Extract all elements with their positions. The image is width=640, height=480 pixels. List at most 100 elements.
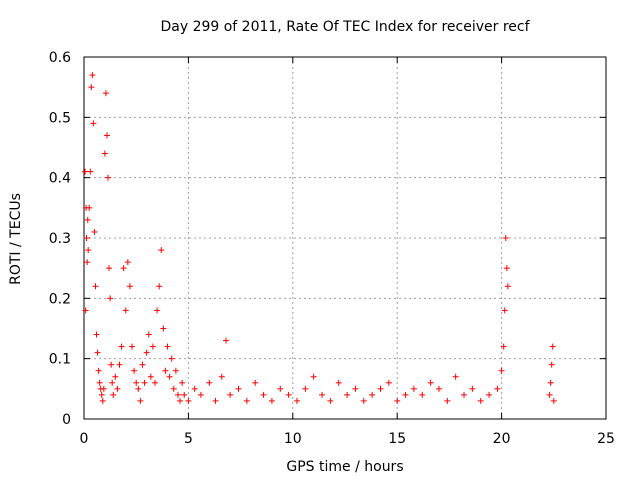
data-point (504, 283, 511, 290)
data-point (277, 385, 284, 392)
data-point (143, 349, 150, 356)
y-tick-label: 0 (62, 412, 71, 428)
data-point (147, 373, 154, 380)
data-point (502, 235, 509, 241)
y-tick-label: 0.2 (49, 291, 71, 307)
data-point (145, 331, 152, 338)
data-point (114, 385, 121, 392)
data-point (477, 397, 484, 404)
data-point (410, 385, 417, 392)
data-point (252, 379, 259, 386)
data-point (206, 379, 213, 386)
data-point (129, 343, 136, 350)
data-point (243, 397, 250, 404)
data-point (427, 379, 434, 386)
data-point (105, 174, 112, 181)
data-point (344, 391, 351, 398)
data-point (82, 307, 89, 314)
data-point (218, 373, 225, 380)
data-point (109, 379, 116, 386)
data-point (310, 373, 317, 380)
data-point (352, 385, 359, 392)
data-point (335, 379, 342, 386)
data-point (92, 283, 99, 290)
data-point (93, 331, 100, 338)
data-point (369, 391, 376, 398)
data-point (549, 343, 556, 350)
x-tick-label: 20 (493, 431, 511, 447)
x-tick-label: 5 (184, 431, 193, 447)
data-point (419, 391, 426, 398)
data-point (494, 385, 501, 392)
data-point (212, 397, 219, 404)
y-tick-label: 0.4 (49, 171, 71, 187)
data-point (137, 397, 144, 404)
y-tick-label: 0.1 (49, 352, 71, 368)
x-tick-label: 10 (284, 431, 302, 447)
data-point (149, 343, 156, 350)
data-point (106, 265, 113, 272)
data-point (139, 361, 146, 368)
data-point (547, 379, 554, 386)
data-point (110, 391, 117, 398)
data-point (135, 385, 142, 392)
grid (84, 57, 606, 419)
data-point (151, 379, 158, 386)
data-point (177, 397, 184, 404)
data-point (501, 307, 508, 314)
data-point (100, 385, 107, 392)
data-point (181, 391, 188, 398)
data-points (82, 72, 557, 404)
data-point (160, 325, 167, 332)
data-point (444, 397, 451, 404)
data-point (141, 379, 148, 386)
data-point (154, 307, 161, 314)
data-point (164, 343, 171, 350)
data-point (486, 391, 493, 398)
data-point (166, 373, 173, 380)
data-point (293, 397, 300, 404)
data-point (227, 391, 234, 398)
data-point (503, 265, 510, 272)
data-point (86, 204, 93, 211)
data-point (546, 391, 553, 398)
data-point (158, 247, 165, 254)
ticks: 0 5 10 15 20 25 0 0.1 0.2 0.3 0.4 0.5 0.6 (49, 50, 615, 447)
data-point (235, 385, 242, 392)
data-point (222, 337, 229, 344)
data-point (101, 150, 108, 157)
x-tick-label: 0 (80, 431, 89, 447)
y-tick-label: 0.5 (49, 110, 71, 126)
y-tick-label: 0.3 (49, 231, 71, 247)
data-point (435, 385, 442, 392)
data-point (90, 120, 97, 127)
data-point (461, 391, 468, 398)
data-point (319, 391, 326, 398)
data-point (126, 283, 133, 290)
data-point (377, 385, 384, 392)
chart-title: Day 299 of 2011, Rate Of TEC Index for r… (160, 19, 530, 35)
data-point (89, 72, 96, 79)
data-point (197, 391, 204, 398)
data-point (185, 397, 192, 404)
data-point (469, 385, 476, 392)
data-point (174, 391, 181, 398)
data-point (88, 84, 95, 91)
data-point (285, 391, 292, 398)
data-point (108, 361, 115, 368)
data-point (168, 355, 175, 362)
x-axis-label: GPS time / hours (286, 459, 403, 475)
data-point (83, 235, 90, 241)
y-axis-label: ROTI / TECUs (8, 193, 24, 285)
data-point (98, 391, 105, 398)
data-point (107, 295, 114, 302)
data-point (124, 259, 131, 266)
data-point (302, 385, 309, 392)
data-point (116, 361, 123, 368)
data-point (94, 349, 101, 356)
data-point (179, 379, 186, 386)
data-point (327, 397, 334, 404)
data-point (170, 385, 177, 392)
